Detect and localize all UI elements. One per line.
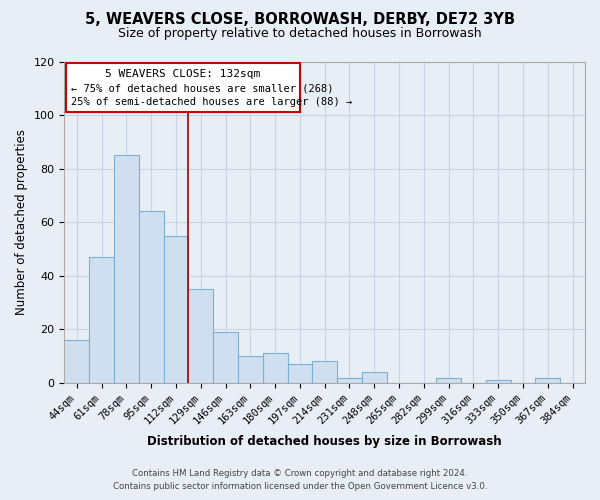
Text: 5 WEAVERS CLOSE: 132sqm: 5 WEAVERS CLOSE: 132sqm	[105, 68, 260, 78]
Text: Contains HM Land Registry data © Crown copyright and database right 2024.
Contai: Contains HM Land Registry data © Crown c…	[113, 469, 487, 491]
Bar	[362, 372, 386, 383]
Text: Size of property relative to detached houses in Borrowash: Size of property relative to detached ho…	[118, 28, 482, 40]
Text: ← 75% of detached houses are smaller (268): ← 75% of detached houses are smaller (26…	[71, 84, 333, 94]
Text: 25% of semi-detached houses are larger (88) →: 25% of semi-detached houses are larger (…	[71, 96, 352, 106]
Bar	[238, 356, 263, 383]
Bar	[313, 362, 337, 383]
Text: 5, WEAVERS CLOSE, BORROWASH, DERBY, DE72 3YB: 5, WEAVERS CLOSE, BORROWASH, DERBY, DE72…	[85, 12, 515, 28]
X-axis label: Distribution of detached houses by size in Borrowash: Distribution of detached houses by size …	[148, 434, 502, 448]
Bar	[337, 378, 362, 383]
Y-axis label: Number of detached properties: Number of detached properties	[15, 129, 28, 315]
Bar	[114, 155, 139, 383]
Bar	[535, 378, 560, 383]
Bar	[188, 289, 213, 383]
FancyBboxPatch shape	[65, 63, 300, 112]
Bar	[139, 212, 164, 383]
Bar	[263, 354, 287, 383]
Bar	[213, 332, 238, 383]
Bar	[89, 257, 114, 383]
Bar	[287, 364, 313, 383]
Bar	[436, 378, 461, 383]
Bar	[64, 340, 89, 383]
Bar	[486, 380, 511, 383]
Bar	[164, 236, 188, 383]
